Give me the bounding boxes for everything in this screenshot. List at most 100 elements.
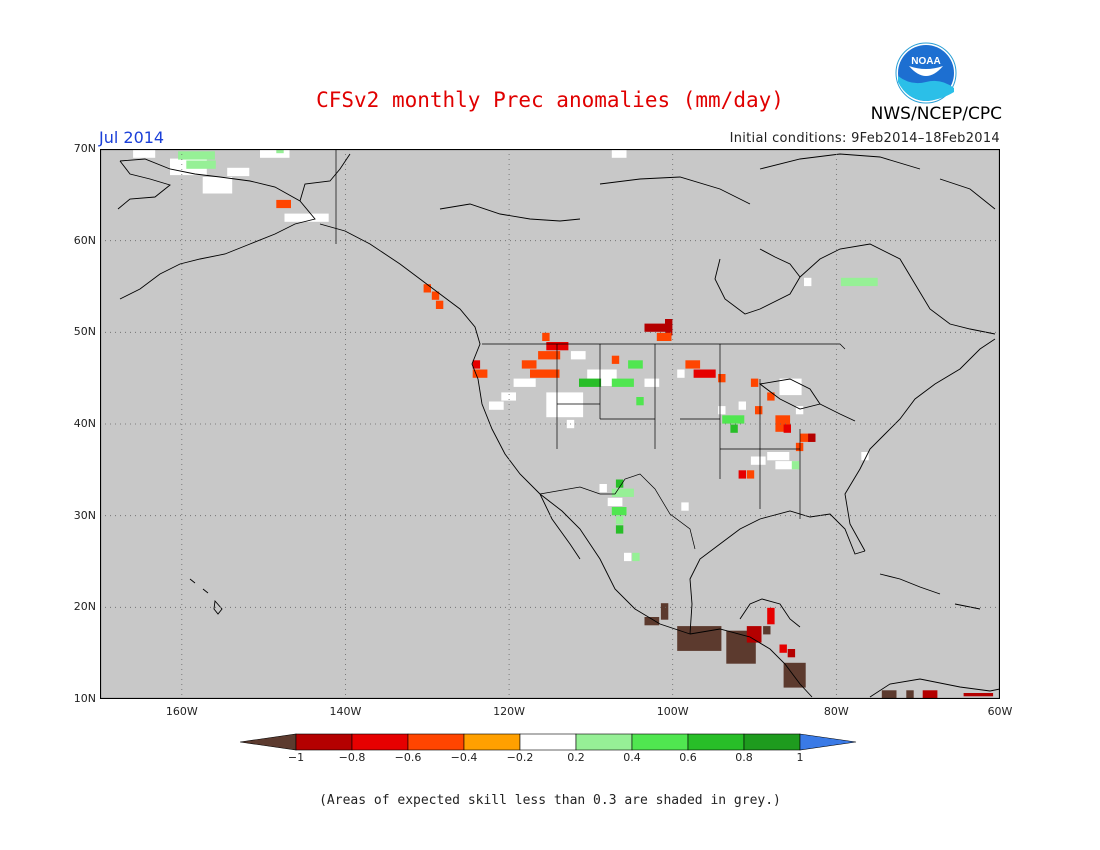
anomaly-cell (906, 690, 914, 699)
colorbar-label: 0.2 (567, 751, 585, 764)
anomaly-cell (276, 199, 291, 209)
lat-tick-label: 60N (73, 233, 96, 247)
graticule (100, 149, 1000, 699)
anomaly-cell (881, 690, 897, 699)
anomaly-cell (202, 177, 233, 194)
colorbar-label: −0.4 (450, 751, 478, 764)
colorbar-label: 0.8 (735, 751, 753, 764)
anomaly-cell (738, 470, 746, 479)
forecast-month: Jul 2014 (99, 128, 165, 147)
colorbar-segments (240, 733, 857, 751)
lat-tick-label: 40N (73, 417, 96, 430)
anomaly-cell (133, 149, 156, 158)
anomaly-cell (615, 516, 624, 525)
anomaly-cell (787, 649, 796, 658)
lon-tick-label: 80W (823, 705, 849, 718)
anomaly-cell (840, 277, 878, 287)
initial-conditions: Initial conditions: 9Feb2014–18Feb2014 (729, 131, 1000, 146)
anomaly-cell (435, 300, 444, 309)
colorbar-label: −0.8 (338, 751, 366, 764)
anomaly-cell (599, 484, 607, 493)
colorbar-label: 0.6 (679, 751, 697, 764)
anomaly-cell (767, 392, 775, 401)
anomaly-cell (423, 284, 431, 293)
anomaly-cell (644, 617, 660, 626)
anomaly-cell (718, 406, 726, 415)
anomaly-cell (431, 291, 440, 300)
anomaly-cell (542, 332, 550, 341)
anomaly-cell (660, 603, 669, 620)
lat-tick-label: 20N (73, 600, 96, 614)
anomaly-cell (611, 378, 634, 387)
anomaly-cell (276, 149, 284, 154)
anomaly-cell (611, 355, 620, 364)
anomaly-cell (795, 406, 804, 415)
precip-anomaly-map (100, 149, 1000, 699)
anomaly-cell (767, 607, 775, 625)
anomaly-cell (767, 452, 790, 461)
anomaly-cell (750, 456, 766, 465)
anomaly-cell (693, 369, 716, 378)
lat-tick-label: 70N (73, 142, 96, 155)
anomaly-cell (615, 479, 624, 488)
colorbar-segment (519, 733, 577, 751)
anomaly-cell (779, 378, 802, 396)
anomaly-cell (800, 433, 815, 442)
anomaly-cell (644, 378, 660, 387)
anomaly-cell (718, 374, 726, 383)
anomaly-cell (730, 424, 738, 433)
anomaly-cell (472, 369, 488, 378)
anomaly-cell (579, 378, 602, 387)
map-frame (100, 149, 1000, 699)
skill-note: (Areas of expected skill less than 0.3 a… (319, 793, 781, 808)
anomaly-cell (722, 415, 745, 424)
lon-tick-label: 60W (987, 705, 1013, 718)
colorbar-segment (295, 733, 353, 751)
lon-tick-label: 160W (165, 705, 198, 718)
colorbar-segment (631, 733, 689, 751)
anomaly-cell (530, 369, 560, 378)
anomaly-cell (922, 690, 938, 699)
colorbar-label: −0.6 (394, 751, 422, 764)
anomaly-cell (611, 507, 627, 516)
anomaly-cell (611, 488, 634, 497)
colorbar-segment (799, 733, 857, 751)
lon-tick-label: 100W (656, 705, 689, 718)
colorbar-segment (240, 733, 297, 751)
colorbar-label: 0.4 (623, 751, 641, 764)
logo-text: NOAA (911, 56, 940, 67)
anomaly-cell (611, 149, 627, 158)
anomaly-cell (260, 149, 290, 158)
anomaly-cell (775, 461, 798, 470)
anomaly-cell (746, 470, 755, 479)
anomaly-cell (284, 213, 329, 222)
anomaly-cell (178, 151, 215, 160)
colorbar-segment (463, 733, 521, 751)
anomaly-cell (570, 401, 579, 410)
anomaly-cell (738, 401, 746, 410)
lat-tick-label: 10N (73, 692, 96, 705)
colorbar-segment (575, 733, 633, 751)
anomaly-cell (795, 442, 804, 452)
anomaly-cell (677, 369, 685, 378)
anomaly-cell (607, 497, 623, 507)
colorbar-segment (351, 733, 409, 751)
anomaly-cell (628, 360, 643, 369)
anomaly-cell (636, 397, 644, 406)
anomaly-cell (624, 552, 632, 562)
anomaly-cell (783, 424, 791, 433)
colorbar-segment (687, 733, 745, 751)
anomaly-cell (472, 360, 481, 369)
anomaly-cell (632, 552, 640, 562)
anomaly-cell (615, 525, 624, 534)
anomaly-cell (656, 332, 672, 341)
anomaly-cell (227, 167, 250, 177)
anomaly-cell (570, 351, 586, 360)
noaa-logo: NOAA (895, 42, 957, 104)
anomaly-cell (779, 644, 787, 653)
political-borders (335, 149, 846, 550)
anomaly-cell (963, 693, 994, 697)
colorbar-segment (743, 733, 801, 751)
chart-title: CFSv2 monthly Prec anomalies (mm/day) (316, 88, 784, 112)
coastlines (117, 153, 1000, 698)
